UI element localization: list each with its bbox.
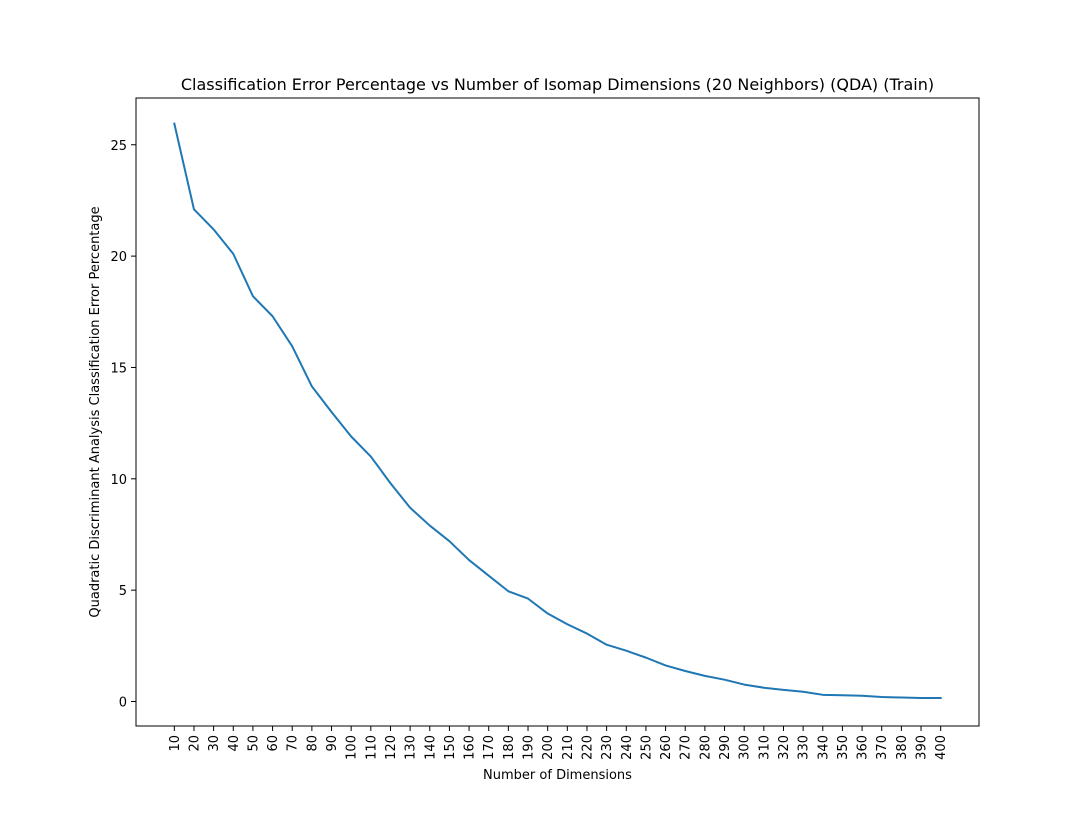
data-point <box>684 670 686 672</box>
data-point <box>468 559 470 561</box>
data-point <box>449 540 451 542</box>
x-tick-label: 210 <box>561 735 576 760</box>
data-point <box>724 679 726 681</box>
x-tick-label: 120 <box>384 735 399 760</box>
x-tick-label: 320 <box>777 735 792 760</box>
y-tick-label: 25 <box>110 139 127 154</box>
data-point <box>291 346 293 348</box>
x-tick-label: 170 <box>482 735 497 760</box>
x-tick-label: 180 <box>502 735 517 760</box>
data-point <box>645 657 647 659</box>
x-tick-label: 330 <box>797 735 812 760</box>
data-point <box>567 623 569 625</box>
x-tick-label: 270 <box>679 735 694 760</box>
x-tick-label: 350 <box>836 735 851 760</box>
x-tick-label: 80 <box>305 735 320 752</box>
data-point <box>213 229 215 231</box>
y-tick-label: 0 <box>119 696 127 711</box>
x-tick-label: 250 <box>639 735 654 760</box>
x-tick-label: 360 <box>856 735 871 760</box>
x-tick-label: 310 <box>757 735 772 760</box>
x-tick-label: 390 <box>915 735 930 760</box>
x-tick-label: 230 <box>600 735 615 760</box>
data-point <box>625 650 627 652</box>
y-tick-label: 10 <box>110 473 127 488</box>
series-line <box>173 122 942 699</box>
data-point <box>842 694 844 696</box>
data-point <box>704 675 706 677</box>
x-tick-label: 150 <box>443 735 458 760</box>
x-tick-label: 90 <box>325 735 340 752</box>
x-tick-label: 100 <box>345 735 360 760</box>
x-tick-label: 220 <box>580 735 595 760</box>
data-point <box>350 436 352 438</box>
data-point <box>429 525 431 527</box>
x-tick-label: 190 <box>522 735 537 760</box>
x-tick-label: 60 <box>266 735 281 752</box>
data-point <box>783 689 785 691</box>
x-tick-label: 50 <box>246 735 261 752</box>
x-tick-label: 240 <box>620 735 635 760</box>
data-point <box>920 697 922 699</box>
x-tick-label: 370 <box>875 735 890 760</box>
data-point <box>193 209 195 211</box>
x-tick-label: 140 <box>423 735 438 760</box>
y-axis-label: Quadratic Discriminant Analysis Classifi… <box>88 206 103 617</box>
data-point <box>370 456 372 458</box>
data-point <box>508 590 510 592</box>
series-layer <box>173 122 942 699</box>
y-axis: 0 5 10 15 20 25 <box>110 139 136 711</box>
x-axis: 10 20 30 40 50 60 70 80 90 100 110 120 130 140 150 160 1… <box>168 726 949 760</box>
x-tick-label: 110 <box>364 735 379 760</box>
x-tick-label: 290 <box>718 735 733 760</box>
data-point <box>547 613 549 615</box>
data-point <box>940 697 942 699</box>
data-point <box>861 695 863 697</box>
data-point <box>272 315 274 317</box>
data-point <box>174 123 176 125</box>
data-point <box>331 411 333 413</box>
data-point <box>232 253 234 255</box>
x-tick-label: 280 <box>698 735 713 760</box>
y-tick-label: 5 <box>119 584 127 599</box>
x-tick-label: 200 <box>541 735 556 760</box>
x-tick-label: 300 <box>738 735 753 760</box>
data-point <box>409 507 411 509</box>
x-tick-label: 340 <box>816 735 831 760</box>
x-tick-label: 380 <box>895 735 910 760</box>
data-point <box>881 696 883 698</box>
x-tick-label: 40 <box>227 735 242 752</box>
x-axis-label: Number of Dimensions <box>483 768 632 783</box>
data-point <box>527 598 529 600</box>
plot-area <box>135 97 980 727</box>
data-point <box>252 295 254 297</box>
x-tick-label: 130 <box>404 735 419 760</box>
x-tick-label: 260 <box>659 735 674 760</box>
data-point <box>390 482 392 484</box>
x-tick-label: 20 <box>187 735 202 752</box>
data-point <box>822 694 824 696</box>
data-point <box>311 386 313 388</box>
data-point <box>665 665 667 667</box>
x-tick-label: 400 <box>934 735 949 760</box>
chart-title: Classification Error Percentage vs Numbe… <box>181 75 934 94</box>
data-point <box>802 691 804 693</box>
x-tick-label: 30 <box>207 735 222 752</box>
y-tick-label: 15 <box>110 361 127 376</box>
x-tick-label: 160 <box>463 735 478 760</box>
data-point <box>743 684 745 686</box>
data-point <box>606 644 608 646</box>
data-point <box>488 575 490 577</box>
data-point <box>586 633 588 635</box>
x-tick-label: 70 <box>286 735 301 752</box>
data-point <box>901 697 903 699</box>
data-point <box>763 687 765 689</box>
y-tick-label: 20 <box>110 250 127 265</box>
x-tick-label: 10 <box>168 735 183 752</box>
